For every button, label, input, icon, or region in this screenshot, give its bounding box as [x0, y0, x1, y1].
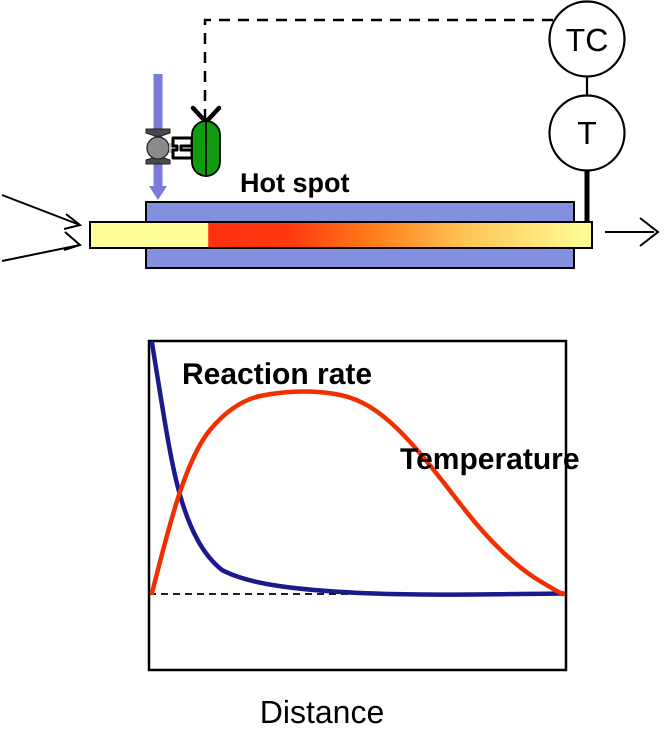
svg-text:Distance: Distance: [260, 694, 385, 730]
svg-text:Reaction rate: Reaction rate: [182, 358, 372, 391]
svg-text:Temperature: Temperature: [400, 443, 580, 476]
svg-text:TC: TC: [566, 22, 609, 58]
svg-text:T: T: [577, 115, 597, 151]
svg-text:Hot spot: Hot spot: [240, 168, 349, 198]
